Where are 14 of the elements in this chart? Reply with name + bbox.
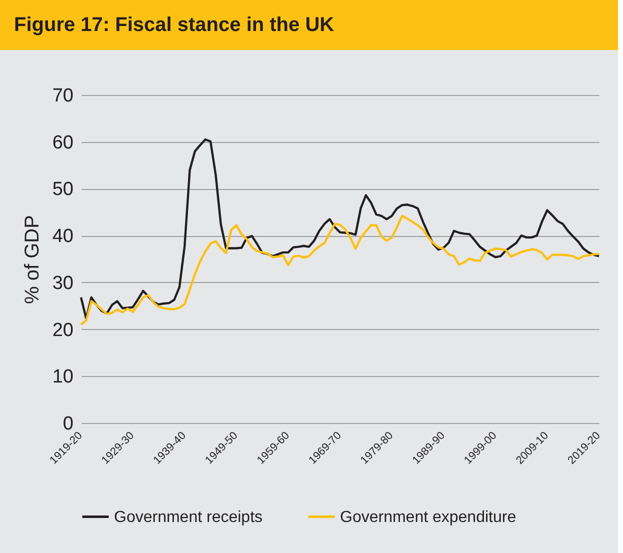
chart-title: Figure 17: Fiscal stance in the UK bbox=[14, 14, 335, 36]
legend-label: Government receipts bbox=[114, 508, 263, 526]
y-tick-label: 40 bbox=[52, 226, 74, 248]
line-series bbox=[80, 214, 600, 326]
y-tick-label: 10 bbox=[52, 366, 74, 388]
y-tick-label: 30 bbox=[52, 272, 74, 294]
y-tick-label: 70 bbox=[52, 86, 74, 106]
y-axis-title: % of GDP bbox=[21, 215, 44, 304]
y-tick-label: 0 bbox=[62, 414, 74, 434]
line-series bbox=[80, 138, 600, 320]
y-tick-label: 60 bbox=[52, 132, 74, 154]
y-tick-label: 20 bbox=[52, 320, 74, 341]
y-tick-label: 50 bbox=[52, 179, 74, 200]
legend-label: Government expenditure bbox=[340, 508, 516, 526]
